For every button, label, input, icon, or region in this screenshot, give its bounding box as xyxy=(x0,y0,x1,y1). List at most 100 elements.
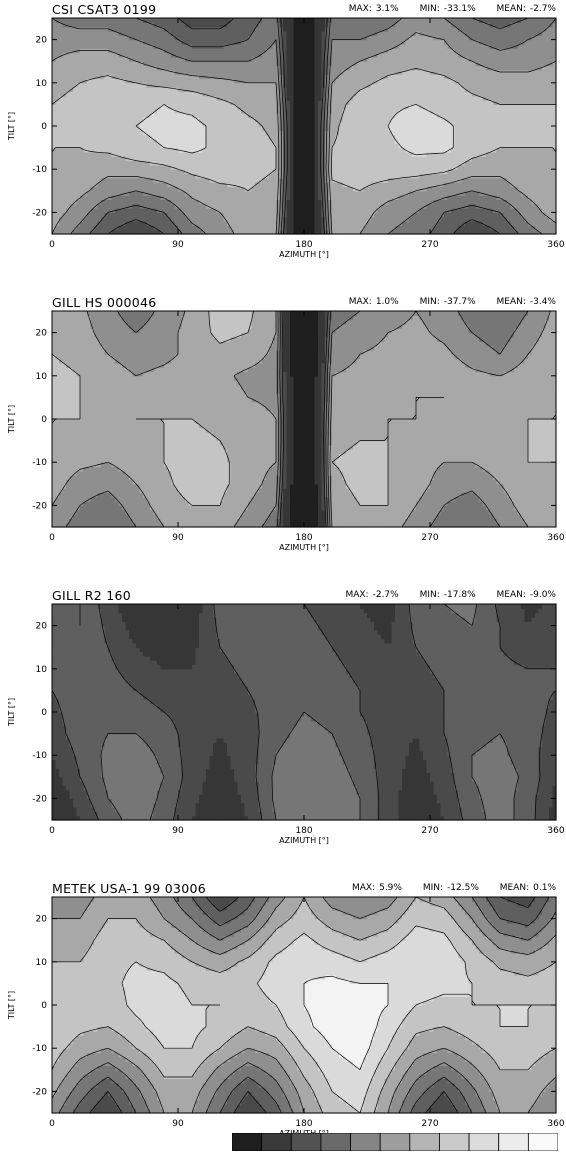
contour-cell xyxy=(83,151,88,157)
contour-cell xyxy=(202,143,207,149)
contour-cell xyxy=(377,173,382,179)
contour-cell xyxy=(290,186,295,192)
contour-cell xyxy=(160,203,165,209)
contour-cell xyxy=(213,104,218,110)
contour-cell xyxy=(262,203,267,209)
contour-cell xyxy=(482,177,487,183)
contour-cell xyxy=(220,108,225,114)
contour-cell xyxy=(416,117,421,123)
contour-cell xyxy=(62,221,67,226)
contour-cell xyxy=(447,212,452,218)
contour-cell xyxy=(510,216,515,222)
contour-cell xyxy=(188,104,193,110)
contour-cell xyxy=(542,225,547,231)
contour-cell xyxy=(258,221,263,226)
contour-cell xyxy=(150,138,155,144)
contour-cell xyxy=(500,203,505,209)
contour-cell xyxy=(307,173,312,179)
contour-cell xyxy=(111,91,116,97)
contour-cell xyxy=(132,138,137,144)
contour-cell xyxy=(181,117,186,123)
contour-cell xyxy=(59,229,64,235)
contour-cell xyxy=(213,173,218,179)
contour-cell xyxy=(360,169,365,175)
contour-cell xyxy=(248,164,253,170)
contour-cell xyxy=(402,121,407,127)
contour-cell xyxy=(230,208,235,213)
contour-cell xyxy=(353,87,358,93)
contour-cell xyxy=(398,160,403,166)
contour-cell xyxy=(535,182,540,188)
contour-cell xyxy=(192,156,197,162)
contour-cell xyxy=(486,134,491,140)
contour-cell xyxy=(209,173,214,179)
contour-cell xyxy=(496,203,501,209)
contour-cell xyxy=(377,164,382,170)
contour-cell xyxy=(230,212,235,218)
contour-cell xyxy=(139,164,144,170)
contour-cell xyxy=(206,121,211,127)
contour-cell xyxy=(213,156,218,162)
contour-cell xyxy=(374,186,379,192)
contour-cell xyxy=(377,104,382,110)
contour-cell xyxy=(489,186,494,192)
contour-cell xyxy=(528,199,533,205)
contour-cell xyxy=(335,212,340,218)
contour-cell xyxy=(430,113,435,118)
contour-cell xyxy=(192,151,197,157)
contour-cell xyxy=(430,173,435,179)
contour-cell xyxy=(69,160,74,166)
contour-cell xyxy=(339,95,344,101)
contour-cell xyxy=(384,138,389,144)
contour-cell xyxy=(405,195,410,201)
contour-cell xyxy=(489,134,494,140)
contour-cell xyxy=(552,173,557,179)
contour-cell xyxy=(451,95,456,101)
contour-cell xyxy=(423,113,428,118)
contour-cell xyxy=(412,229,417,235)
contour-cell xyxy=(374,212,379,218)
contour-cell xyxy=(339,225,344,231)
contour-cell xyxy=(164,138,169,144)
contour-cell xyxy=(286,87,291,93)
contour-cell xyxy=(129,100,134,105)
contour-cell xyxy=(405,108,410,114)
contour-cell xyxy=(241,221,246,226)
contour-cell xyxy=(157,113,162,118)
contour-cell xyxy=(293,173,298,179)
contour-cell xyxy=(440,208,445,213)
contour-cell xyxy=(468,156,473,162)
contour-cell xyxy=(412,104,417,110)
contour-cell xyxy=(97,95,102,101)
contour-cell xyxy=(136,229,141,235)
contour-cell xyxy=(153,151,158,157)
contour-cell xyxy=(412,216,417,222)
contour-cell xyxy=(349,91,354,97)
contour-cell xyxy=(265,182,270,188)
contour-cell xyxy=(279,104,284,110)
contour-cell xyxy=(227,91,232,97)
contour-cell xyxy=(55,203,60,209)
contour-cell xyxy=(129,186,134,192)
contour-cell xyxy=(181,208,186,213)
contour-cell xyxy=(367,121,372,127)
contour-cell xyxy=(444,164,449,170)
contour-cell xyxy=(395,108,400,114)
contour-cell xyxy=(325,169,330,175)
contour-cell xyxy=(76,156,81,162)
contour-cell xyxy=(304,190,309,196)
contour-cell xyxy=(363,169,368,175)
contour-cell xyxy=(174,95,179,101)
contour-cell xyxy=(398,190,403,196)
contour-cell xyxy=(192,108,197,114)
contour-cell xyxy=(132,147,137,153)
contour-cell xyxy=(227,199,232,205)
contour-cell xyxy=(335,199,340,205)
contour-cell xyxy=(174,87,179,93)
contour-cell xyxy=(181,186,186,192)
contour-cell xyxy=(188,126,193,131)
contour-cell xyxy=(549,177,554,183)
contour-cell xyxy=(409,225,414,231)
contour-cell xyxy=(412,169,417,175)
contour-cell xyxy=(552,126,557,131)
